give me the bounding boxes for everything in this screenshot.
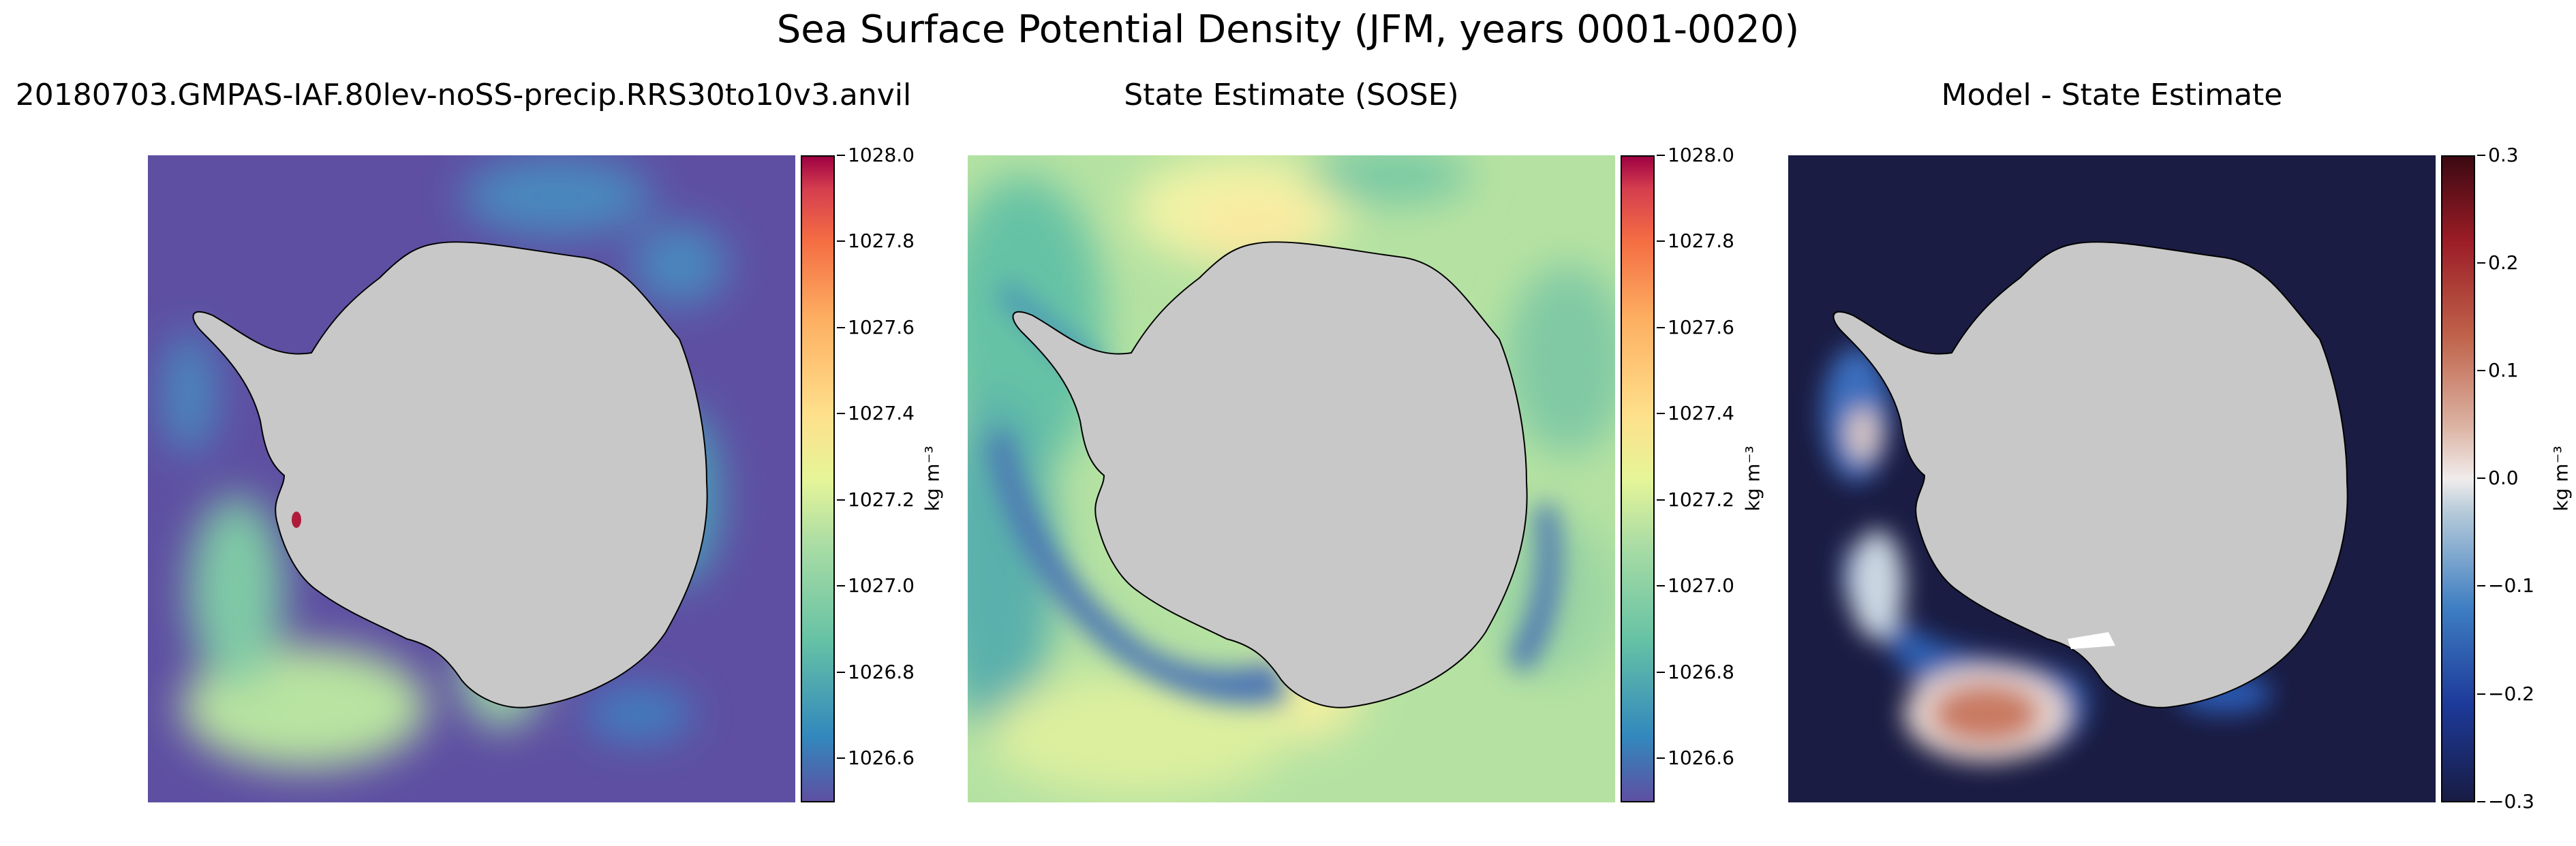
map-model-density (148, 155, 795, 802)
colorbar-diff-unit: kg m⁻³ (2549, 445, 2573, 512)
panel-title-sose: State Estimate (SOSE) (1124, 78, 1459, 112)
tick: 0.3 (2477, 144, 2519, 166)
tick: −0.1 (2477, 574, 2534, 597)
tick: 1027.0 (1657, 574, 1734, 597)
tick: 1027.6 (1657, 316, 1734, 339)
colorbar-sose (1621, 155, 1655, 802)
figure-title: Sea Surface Potential Density (JFM, year… (776, 7, 1800, 52)
tick: −0.2 (2477, 683, 2534, 705)
tick: 1028.0 (1657, 144, 1734, 166)
tick: 1026.6 (1657, 747, 1734, 769)
panel-title-model: 20180703.GMPAS-IAF.80lev-noSS-precip.RRS… (15, 78, 912, 112)
tick: 1027.2 (837, 488, 915, 511)
tick: 1026.8 (837, 661, 915, 683)
tick: 1027.6 (837, 316, 915, 339)
colorbar-diff (2441, 155, 2475, 802)
tick: 1027.0 (837, 574, 915, 597)
tick: 1027.4 (837, 402, 915, 424)
colorbar-sose-unit: kg m⁻³ (1741, 445, 1764, 512)
map-sose-density (968, 155, 1615, 802)
tick: 1027.2 (1657, 488, 1734, 511)
colorbar-model (801, 155, 835, 802)
map-model-minus-sose (1788, 155, 2436, 802)
tick: 0.0 (2477, 467, 2519, 489)
tick: 0.2 (2477, 251, 2519, 274)
tick: 1026.6 (837, 747, 915, 769)
panel-title-diff: Model - State Estimate (1941, 78, 2283, 112)
tick: 0.1 (2477, 359, 2519, 381)
tick: 1027.8 (837, 230, 915, 252)
colorbar-model-unit: kg m⁻³ (921, 445, 944, 512)
tick: −0.3 (2477, 790, 2534, 813)
tick: 1026.8 (1657, 661, 1734, 683)
tick: 1027.8 (1657, 230, 1734, 252)
tick: 1028.0 (837, 144, 915, 166)
tick: 1027.4 (1657, 402, 1734, 424)
